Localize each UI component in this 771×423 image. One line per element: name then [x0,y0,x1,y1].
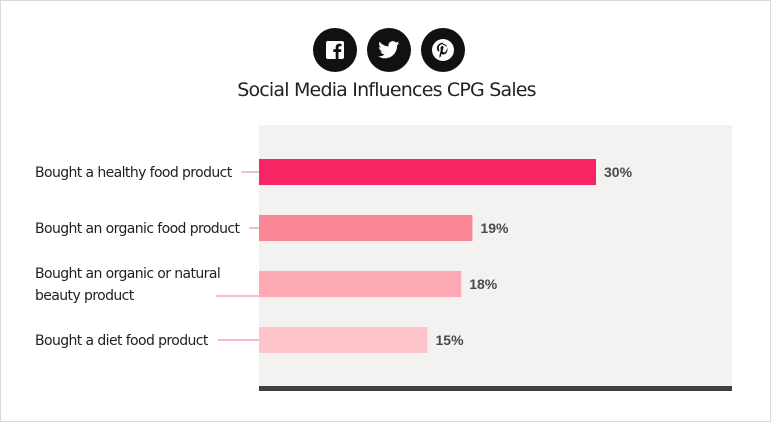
bar-1 [259,159,596,185]
twitter-icon [378,41,400,59]
bar-value-label: 15% [436,332,465,348]
bar-3 [259,271,462,297]
facebook-icon [326,41,344,59]
pinterest-share-button[interactable] [421,28,465,72]
chart-title: Social Media Influences CPG Sales [237,79,536,101]
category-label: Bought a diet food product [35,333,209,349]
social-share-bar [313,28,465,72]
bar-2 [259,215,473,241]
category-label: Bought a healthy food product [35,165,233,181]
bar-value-label: 30% [604,164,633,180]
category-label: Bought an organic food product [35,221,240,237]
bar-value-label: 19% [480,220,509,236]
bar-value-label: 18% [469,276,498,292]
category-label: Bought an organic or natural [35,266,220,282]
facebook-share-button[interactable] [313,28,357,72]
chart-baseline [259,386,732,391]
pinterest-icon [432,39,454,61]
category-label: beauty product [35,288,135,304]
twitter-share-button[interactable] [367,28,411,72]
bar-4 [259,327,428,353]
